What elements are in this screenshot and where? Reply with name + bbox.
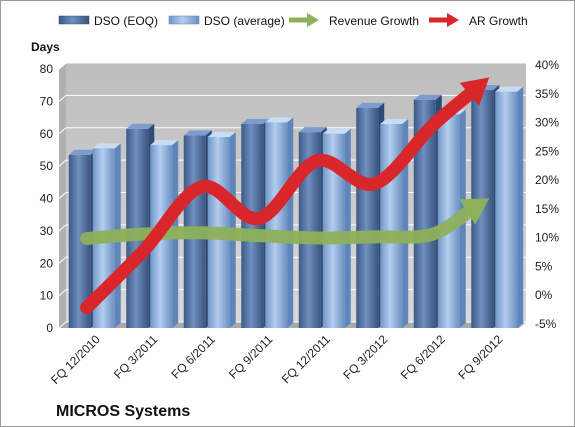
x-tick-label: FQ 3/2012	[340, 332, 390, 382]
gridline-wall	[58, 94, 67, 102]
gridline-wall	[58, 159, 67, 167]
bar-top-dso-eoq	[183, 130, 212, 136]
arrowhead-ar-growth	[459, 77, 490, 106]
bar-top-dso-eoq	[241, 119, 270, 125]
y-left-tick-label: 50	[40, 159, 54, 173]
bar-top-dso-average	[207, 131, 236, 137]
bar-dso-eoq	[241, 124, 264, 328]
arrowhead-revenue-growth	[459, 198, 490, 225]
bar-top-dso-average	[495, 86, 524, 92]
company-label: MICROS Systems	[56, 403, 190, 420]
x-axis-ticks: FQ 12/2010 FQ 3/2011 FQ 6/2011 FQ 9/2011 FQ …	[48, 332, 505, 387]
y-left-tick-label: 70	[40, 94, 54, 108]
y-left-tick-label: 40	[40, 192, 54, 206]
legend-swatch-dso-eoq	[58, 15, 90, 25]
legend-label-dso-eoq: DSO (EOQ)	[94, 14, 158, 28]
y-right-tick-label: 35%	[535, 87, 559, 101]
y-axis-title: Days	[31, 40, 60, 54]
legend-arrowhead-revenue-growth	[307, 13, 319, 27]
bar-dso-eoq	[68, 154, 91, 328]
line-ar-growth	[80, 83, 481, 315]
y-left-tick-label: 30	[40, 224, 54, 238]
y-right-tick-label: 15%	[535, 202, 559, 216]
x-tick-label: FQ 9/2012	[455, 332, 505, 382]
y-left-tick-label: 0	[46, 321, 53, 335]
y-left-tick-label: 20	[40, 256, 54, 270]
bar-top-dso-average	[322, 128, 351, 134]
y-axis-right-ticks: -5% 0% 5% 10% 15% 20% 25% 30% 35% 40%	[535, 58, 559, 331]
growth-lines	[80, 77, 490, 315]
bar-dso-eoq	[356, 107, 379, 328]
legend-swatch-dso-average	[168, 15, 200, 25]
legend-arrowhead-ar-growth	[447, 13, 459, 27]
x-tick-label: FQ 6/2012	[398, 332, 448, 382]
legend-item-dso-average: DSO (average)	[168, 14, 285, 28]
bar-top-dso-eoq	[68, 149, 97, 155]
x-tick-label: FQ 3/2011	[111, 332, 161, 382]
gridline-wall	[58, 62, 67, 70]
y-right-tick-label: 30%	[535, 116, 559, 130]
y-right-tick-label: 20%	[535, 173, 559, 187]
bar-side-dso-average	[344, 128, 351, 328]
y-right-tick-label: 10%	[535, 231, 559, 245]
bar-top-dso-average	[150, 140, 179, 146]
legend: DSO (EOQ) DSO (average) Revenue Growth A…	[58, 13, 528, 28]
y-axis-left-ticks: 0 10 20 30 40 50 60 70 80	[40, 62, 54, 335]
y-right-tick-label: 40%	[535, 58, 559, 72]
legend-label-ar-growth: AR Growth	[469, 14, 528, 28]
bar-top-dso-eoq	[413, 94, 442, 100]
x-tick-label: FQ 12/2010	[48, 332, 103, 387]
y-right-tick-label: 25%	[535, 144, 559, 158]
gridline-wall	[58, 289, 67, 297]
bar-side-dso-average	[402, 119, 409, 328]
gridline-wall	[58, 321, 67, 329]
bar-top-dso-average	[92, 143, 121, 149]
bar-top-dso-eoq	[356, 102, 385, 108]
y-right-tick-label: 0%	[535, 288, 553, 302]
line-revenue-growth	[80, 202, 479, 246]
legend-item-revenue-growth: Revenue Growth	[289, 13, 419, 28]
legend-label-dso-average: DSO (average)	[204, 14, 285, 28]
gridline-wall	[58, 192, 67, 199]
bar-top-dso-average	[380, 119, 409, 125]
legend-item-ar-growth: AR Growth	[429, 13, 528, 28]
gridline-wall	[58, 127, 67, 135]
bar-dso-eoq	[413, 99, 436, 328]
y-left-tick-label: 60	[40, 127, 54, 141]
bar-top-dso-average	[265, 117, 294, 123]
bar-dso-average	[495, 91, 518, 328]
x-tick-label: FQ 12/2011	[279, 332, 333, 386]
bar-top-dso-eoq	[298, 127, 327, 133]
x-tick-label: FQ 9/2011	[226, 332, 276, 382]
x-tick-label: FQ 6/2011	[169, 332, 219, 382]
bar-dso-eoq	[298, 132, 321, 328]
y-right-tick-label: 5%	[535, 259, 553, 273]
bar-dso-average	[265, 122, 288, 328]
bar-side-dso-average	[517, 86, 524, 328]
y-left-tick-label: 80	[40, 62, 54, 76]
bar-side-dso-average	[287, 117, 294, 328]
gridline-wall	[58, 224, 67, 232]
bar-dso-average	[322, 133, 345, 328]
y-left-tick-label: 10	[40, 289, 54, 303]
gridline-wall	[58, 256, 67, 264]
legend-label-revenue-growth: Revenue Growth	[329, 14, 419, 28]
y-right-tick-label: -5%	[535, 317, 557, 331]
bar-top-dso-eoq	[126, 123, 155, 129]
legend-item-dso-eoq: DSO (EOQ)	[58, 14, 158, 28]
